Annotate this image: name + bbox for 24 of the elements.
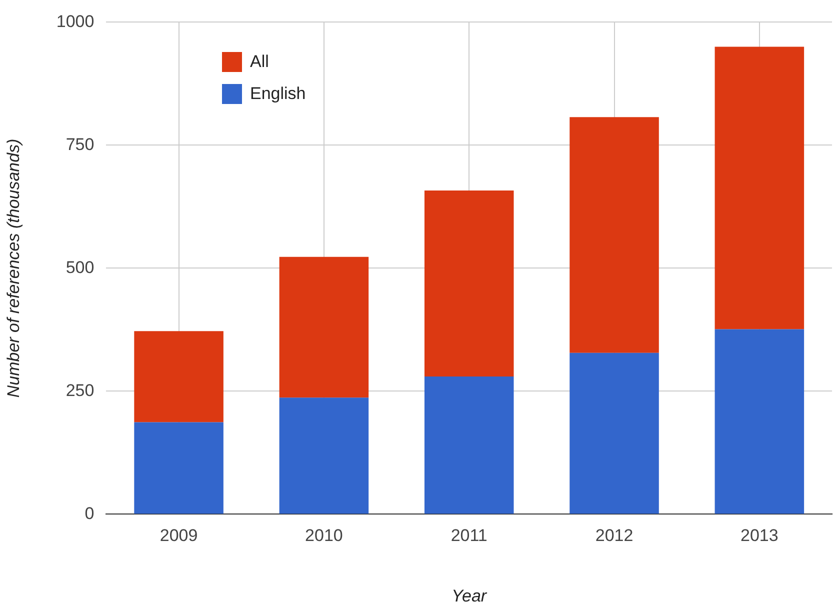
legend-label: All: [250, 52, 269, 72]
y-tick-label: 0: [84, 504, 94, 523]
x-tick-label: 2010: [305, 526, 343, 546]
bar: [134, 422, 224, 514]
y-axis-title: Number of references (thousands): [4, 138, 23, 398]
y-tick-label: 500: [66, 258, 94, 277]
x-tick-label: 2012: [595, 526, 634, 546]
x-axis-title: Year: [452, 586, 488, 606]
x-tick-label: 2011: [450, 526, 488, 546]
bar: [570, 117, 659, 353]
bar: [424, 190, 514, 376]
bar: [279, 256, 369, 398]
y-tick-label: 1000: [56, 12, 94, 31]
bar: [424, 376, 514, 514]
bar: [714, 46, 804, 330]
y-tick-label: 750: [66, 134, 94, 154]
legend-label: English: [250, 84, 306, 104]
x-tick-label: 2013: [740, 526, 778, 546]
bar: [134, 331, 224, 422]
bar: [570, 352, 659, 514]
bar: [714, 329, 804, 514]
x-tick-label: 2009: [160, 526, 198, 546]
y-tick-label: 250: [66, 380, 94, 400]
bar: [279, 398, 369, 514]
